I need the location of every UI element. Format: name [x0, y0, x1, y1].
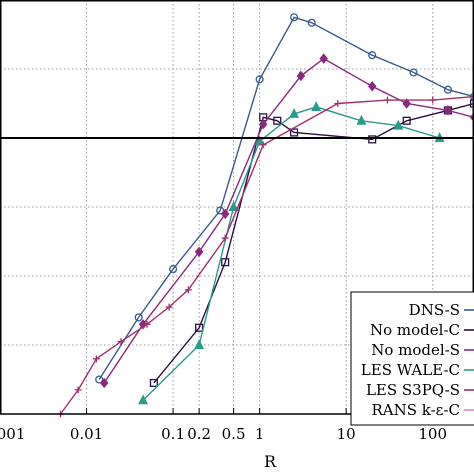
data-point	[220, 208, 230, 220]
data-point	[221, 258, 230, 267]
data-point	[368, 51, 377, 60]
x-tick-label: 0.1	[161, 425, 185, 443]
data-point	[258, 118, 268, 130]
data-point	[195, 323, 204, 332]
x-tick-label: 100	[418, 425, 447, 443]
data-point	[289, 107, 300, 118]
x-tick-labels: .001 0.01 0.10.2 0.5 1 10 100	[0, 425, 447, 443]
legend-label: LES WALE-C	[361, 361, 460, 379]
series-0	[95, 13, 474, 384]
series-3	[138, 101, 445, 405]
legend-box	[350, 291, 474, 426]
series-layer	[57, 13, 474, 418]
series-4	[57, 93, 474, 418]
x-tick-label: 10	[337, 425, 356, 443]
data-point	[194, 246, 204, 258]
data-point	[311, 101, 322, 111]
data-point	[443, 105, 453, 116]
data-point	[402, 116, 411, 125]
data-point	[254, 135, 265, 146]
data-point	[356, 114, 367, 125]
x-tick-label: 1	[255, 425, 265, 443]
data-point	[368, 135, 377, 144]
axes	[0, 0, 474, 415]
legend-label: DNS-S	[409, 301, 460, 319]
data-point	[149, 378, 158, 387]
data-point	[165, 303, 173, 311]
data-point	[319, 53, 328, 64]
legend-label: RANS k-ε-C	[371, 401, 460, 419]
data-point	[228, 201, 239, 212]
data-point	[216, 206, 225, 215]
data-point	[95, 375, 104, 384]
legend: DNS-S No model-C No model-S LES WALE-C LES S…	[350, 291, 474, 426]
data-point	[184, 286, 192, 294]
data-point	[307, 18, 316, 27]
data-point	[384, 96, 391, 104]
data-point	[259, 141, 267, 149]
data-point	[255, 75, 264, 84]
x-axis-title: R	[264, 452, 277, 471]
legend-label: No model-S	[371, 341, 460, 359]
data-point	[99, 377, 109, 389]
data-point	[469, 99, 474, 108]
x-tick-label: 0.5	[222, 425, 246, 443]
data-point	[138, 394, 149, 405]
data-point	[273, 116, 282, 125]
data-point	[134, 313, 143, 322]
data-point	[143, 320, 151, 328]
data-point	[290, 128, 299, 137]
data-point	[470, 93, 474, 100]
data-point	[393, 119, 404, 130]
legend-label: No model-C	[370, 321, 460, 339]
data-point	[334, 100, 342, 107]
data-point	[74, 386, 82, 394]
data-point	[194, 339, 205, 350]
data-point	[117, 338, 125, 345]
data-point	[409, 68, 418, 77]
data-point	[93, 355, 100, 363]
data-point	[221, 234, 229, 242]
data-point	[290, 13, 299, 22]
x-tick-label: 0.01	[70, 425, 103, 443]
data-point	[429, 96, 437, 104]
legend-label: LES S3PQ-S	[366, 381, 460, 399]
series-line	[98, 16, 474, 380]
x-tick-label: .001	[0, 425, 25, 443]
data-point	[367, 81, 377, 92]
data-point	[402, 98, 411, 109]
x-tick-label: 0.2	[187, 425, 211, 443]
data-point	[443, 85, 452, 94]
data-point	[169, 265, 178, 274]
plot-frame	[0, 0, 474, 415]
data-point	[296, 70, 306, 82]
